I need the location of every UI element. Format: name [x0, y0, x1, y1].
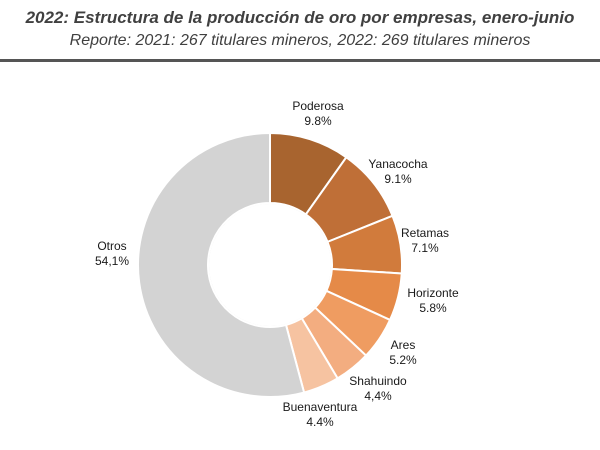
slice-otros: [137, 131, 306, 398]
label-buenaventura-name: Buenaventura: [283, 400, 358, 414]
label-horizonte-value: 5.8%: [419, 301, 447, 315]
chart-title: 2022: Estructura de la producción de oro…: [25, 8, 575, 27]
chart-subtitle: Reporte: 2021: 267 titulares mineros, 20…: [69, 32, 531, 49]
label-horizonte-name: Horizonte: [407, 286, 459, 300]
label-retamas-value: 7.1%: [411, 241, 439, 255]
label-retamas-name: Retamas: [401, 226, 449, 240]
header-divider: [0, 59, 600, 62]
label-yanacocha-name: Yanacocha: [368, 157, 427, 171]
donut-hole: [209, 204, 331, 326]
label-shahuindo-value: 4,4%: [364, 389, 392, 403]
label-otros-name: Otros: [97, 239, 126, 253]
chart-header: 2022: Estructura de la producción de oro…: [0, 0, 600, 62]
label-buenaventura-value: 4.4%: [306, 415, 334, 429]
label-poderosa-name: Poderosa: [292, 99, 344, 113]
label-poderosa-value: 9.8%: [304, 114, 332, 128]
label-otros-value: 54,1%: [95, 254, 129, 268]
label-yanacocha-value: 9.1%: [384, 172, 412, 186]
label-shahuindo-name: Shahuindo: [349, 374, 407, 388]
donut-slices: [137, 131, 403, 398]
label-ares-name: Ares: [391, 338, 416, 352]
label-ares-value: 5.2%: [389, 353, 417, 367]
